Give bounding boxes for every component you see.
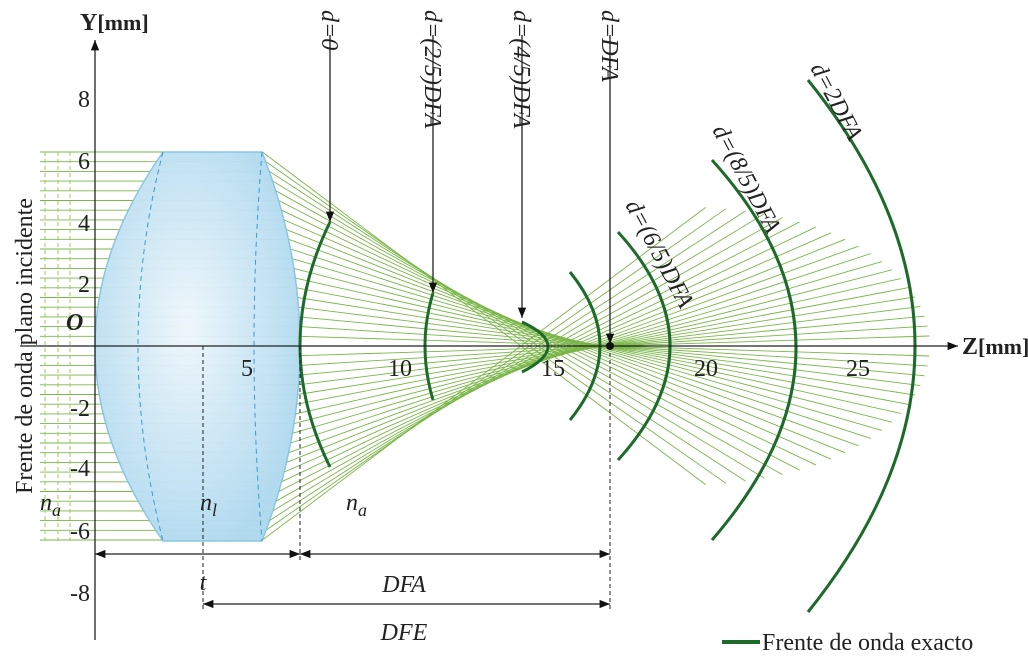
subscript: a — [358, 500, 367, 520]
wavefront — [300, 222, 330, 467]
refractive-index: na — [40, 490, 61, 520]
y-label: Y[mm] — [80, 10, 149, 36]
refracted-ray — [282, 210, 816, 465]
y-tick-label: -6 — [70, 519, 90, 545]
dim-label: DFE — [380, 620, 428, 646]
y-tick-label: 4 — [78, 211, 90, 237]
distance-label: d=(8/5)DFA — [707, 121, 786, 238]
refractive-index: na — [346, 490, 367, 520]
subscript: l — [212, 500, 217, 520]
z-label: Z[mm] — [962, 334, 1028, 360]
side-label: Frente de onda plano incidente — [12, 198, 38, 494]
symbol: n — [346, 490, 358, 516]
dim-label: DFA — [381, 572, 426, 598]
y-tick-label: -4 — [70, 456, 90, 482]
z-tick-label: 20 — [694, 356, 718, 382]
refracted-ray — [266, 162, 726, 484]
z-tick-label: 10 — [388, 356, 412, 382]
refracted-ray — [292, 259, 881, 431]
distance-label: d=(2/5)DFA — [419, 10, 445, 129]
symbol: n — [40, 490, 52, 516]
z-tick-label: 25 — [846, 356, 870, 382]
distance-label: d=2DFA — [805, 59, 867, 145]
y-tick-label: 8 — [78, 87, 90, 113]
subscript: a — [52, 500, 61, 520]
distance-label: d=0 — [316, 10, 342, 50]
y-tick-label: -8 — [70, 581, 90, 607]
y-tick-label: -2 — [70, 396, 90, 422]
lens-diagram: Y[mm] Z[mm] O Frente de onda plano incid… — [0, 0, 1028, 660]
z-tick-label: 5 — [241, 356, 253, 382]
origin: O — [66, 310, 83, 336]
z-tick-label: 15 — [541, 356, 565, 382]
refracted-ray — [284, 220, 831, 459]
focus — [606, 342, 614, 350]
distance-label: d=DFA — [596, 10, 622, 82]
y-tick-label: 2 — [78, 272, 90, 298]
legend-label: Frente de onda exacto — [762, 630, 973, 656]
y-tick-label: 6 — [78, 149, 90, 175]
symbol: n — [200, 490, 212, 516]
dim-label: t — [200, 570, 208, 596]
distance-label: d=(4/5)DFA — [508, 10, 534, 129]
refracted-ray — [276, 191, 783, 475]
